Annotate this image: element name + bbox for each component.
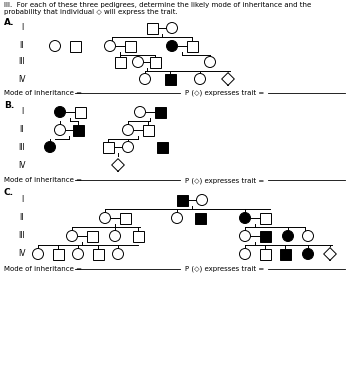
Bar [86, 231, 98, 242]
Text: Mode of inheritance =: Mode of inheritance = [4, 90, 82, 96]
Circle shape [167, 22, 177, 34]
Circle shape [239, 231, 251, 242]
Text: IV: IV [18, 250, 26, 258]
Circle shape [133, 56, 144, 67]
Circle shape [134, 107, 146, 117]
Text: I: I [21, 24, 23, 32]
Text: III.  For each of these three pedigrees, determine the likely mode of inheritanc: III. For each of these three pedigrees, … [4, 2, 311, 8]
Bar [187, 40, 197, 51]
Text: B.: B. [4, 101, 14, 110]
Text: III: III [19, 142, 25, 152]
Bar [149, 56, 161, 67]
Circle shape [195, 74, 205, 85]
Bar [259, 248, 271, 259]
Bar [195, 213, 205, 224]
Text: I: I [21, 195, 23, 205]
Circle shape [302, 248, 314, 259]
Bar [119, 213, 131, 224]
Circle shape [122, 125, 133, 136]
Text: C.: C. [4, 188, 14, 197]
Bar [114, 56, 126, 67]
Text: P (◇) expresses trait =: P (◇) expresses trait = [185, 177, 264, 184]
Text: Mode of inheritance =: Mode of inheritance = [4, 177, 82, 183]
Circle shape [196, 194, 208, 205]
Circle shape [140, 74, 150, 85]
Bar [154, 107, 166, 117]
Bar [259, 213, 271, 224]
Polygon shape [324, 248, 336, 260]
Bar [72, 125, 84, 136]
Bar [259, 231, 271, 242]
Bar [52, 248, 63, 259]
Circle shape [33, 248, 43, 259]
Text: A.: A. [4, 18, 14, 27]
Circle shape [112, 248, 124, 259]
Bar [280, 248, 290, 259]
Bar [176, 194, 188, 205]
Text: III: III [19, 232, 25, 240]
Circle shape [99, 213, 111, 224]
Text: Mode of inheritance =: Mode of inheritance = [4, 266, 82, 272]
Circle shape [105, 40, 116, 51]
Bar [75, 107, 85, 117]
Circle shape [172, 213, 182, 224]
Text: II: II [20, 125, 24, 134]
Bar [133, 231, 144, 242]
Text: P (◇) expresses trait =: P (◇) expresses trait = [185, 90, 264, 96]
Polygon shape [112, 158, 124, 171]
Bar [147, 22, 158, 34]
Circle shape [167, 40, 177, 51]
Bar [156, 141, 168, 152]
Text: IV: IV [18, 160, 26, 170]
Bar [70, 40, 80, 51]
Text: II: II [20, 213, 24, 223]
Circle shape [49, 40, 61, 51]
Circle shape [72, 248, 84, 259]
Bar [103, 141, 113, 152]
Text: I: I [21, 107, 23, 117]
Circle shape [44, 141, 56, 152]
Circle shape [55, 107, 65, 117]
Circle shape [122, 141, 133, 152]
Bar [142, 125, 154, 136]
Circle shape [66, 231, 77, 242]
Text: P (◇) expresses trait =: P (◇) expresses trait = [185, 266, 264, 272]
Circle shape [204, 56, 216, 67]
Bar [92, 248, 104, 259]
Text: II: II [20, 42, 24, 51]
Text: IV: IV [18, 75, 26, 83]
Text: probability that individual ◇ will express the trait.: probability that individual ◇ will expre… [4, 9, 178, 15]
Bar [164, 74, 175, 85]
Circle shape [302, 231, 314, 242]
Circle shape [282, 231, 294, 242]
Circle shape [110, 231, 120, 242]
Text: III: III [19, 58, 25, 67]
Bar [125, 40, 135, 51]
Circle shape [239, 213, 251, 224]
Polygon shape [222, 73, 235, 85]
Circle shape [55, 125, 65, 136]
Circle shape [239, 248, 251, 259]
